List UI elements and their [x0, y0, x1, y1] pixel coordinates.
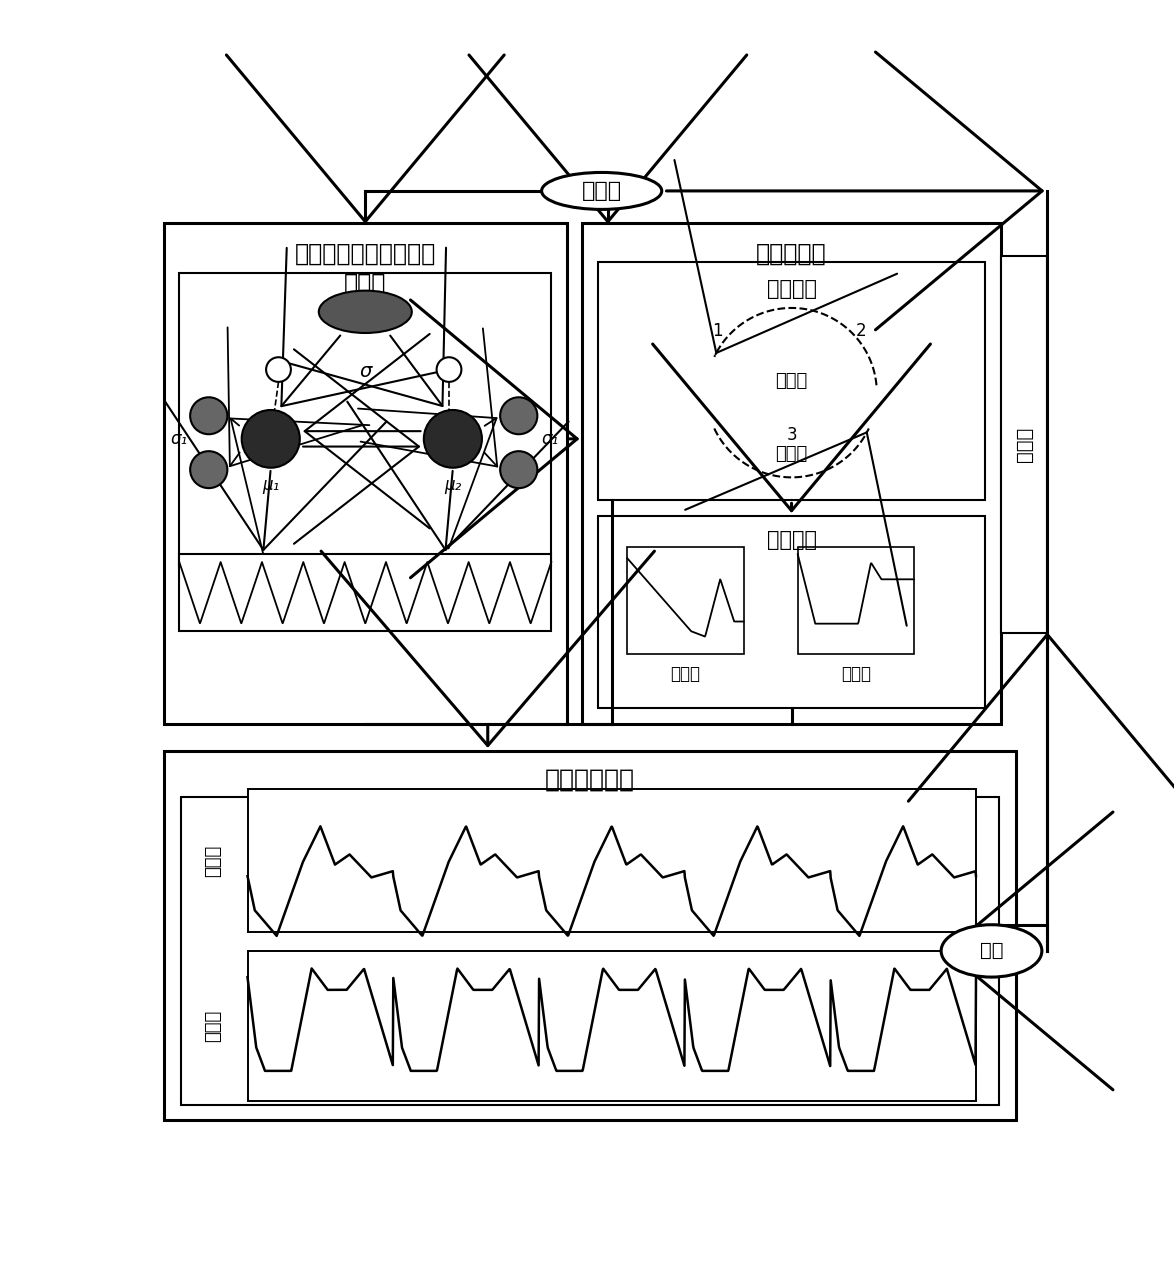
Ellipse shape [437, 357, 461, 382]
Bar [598, 516, 985, 708]
Bar [598, 262, 985, 500]
Bar [181, 797, 999, 1105]
Text: μ₁: μ₁ [262, 476, 279, 494]
Ellipse shape [500, 452, 538, 488]
Text: 理模块: 理模块 [344, 271, 386, 295]
Bar [180, 273, 552, 566]
Text: μ₂: μ₂ [444, 476, 461, 494]
Text: 髋关节: 髋关节 [670, 665, 701, 683]
Ellipse shape [541, 172, 662, 209]
Ellipse shape [424, 411, 483, 468]
Text: 控制器: 控制器 [1014, 427, 1033, 462]
Text: σ₁: σ₁ [170, 430, 188, 448]
Ellipse shape [190, 398, 228, 434]
Bar [180, 554, 552, 631]
Text: 1: 1 [713, 322, 723, 340]
Bar [248, 789, 976, 931]
Ellipse shape [242, 411, 299, 468]
Ellipse shape [500, 398, 538, 434]
Text: 2: 2 [856, 322, 866, 340]
Text: 摇动态: 摇动态 [775, 372, 808, 390]
Text: 轨迹发生器: 轨迹发生器 [756, 242, 826, 266]
Bar [1000, 255, 1047, 633]
Bar [582, 223, 1000, 724]
Text: 髋关节: 髋关节 [203, 1010, 222, 1042]
Bar [164, 751, 1017, 1120]
Text: σ₁: σ₁ [541, 430, 559, 448]
Text: 支撑态: 支撑态 [775, 445, 808, 463]
Text: 膝关节: 膝关节 [203, 844, 222, 876]
Text: 传感器: 传感器 [581, 181, 622, 201]
Bar [627, 547, 743, 654]
Ellipse shape [266, 357, 291, 382]
Bar [164, 223, 567, 724]
Text: 3: 3 [787, 426, 797, 444]
Ellipse shape [942, 925, 1041, 978]
Text: 电机: 电机 [980, 942, 1004, 961]
Bar [798, 547, 915, 654]
Text: 信号耦合模块: 信号耦合模块 [545, 769, 635, 792]
Text: 中枢模式发生器及后处: 中枢模式发生器及后处 [295, 242, 436, 266]
Text: 轨迹规划: 轨迹规划 [767, 278, 817, 299]
Ellipse shape [190, 452, 228, 488]
Ellipse shape [319, 291, 412, 334]
Bar [248, 951, 976, 1101]
Text: 膝关节: 膝关节 [841, 665, 871, 683]
Text: 逆运动学: 逆运动学 [767, 530, 817, 550]
Text: σ: σ [359, 362, 371, 381]
